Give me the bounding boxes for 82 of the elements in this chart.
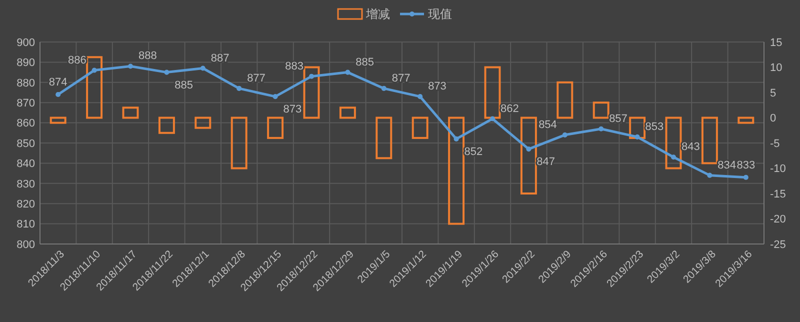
point (164, 70, 170, 75)
y2-tick-label: 15 (770, 36, 782, 49)
point (56, 92, 61, 98)
data-label: 834 (718, 159, 736, 172)
y-tick-label: 860 (16, 118, 35, 130)
bar (50, 116, 66, 124)
data-label: 874 (48, 76, 68, 89)
data-label: 847 (536, 156, 556, 168)
data-label: 886 (68, 54, 86, 66)
bar (122, 106, 139, 119)
bar (194, 116, 212, 129)
bar (376, 116, 392, 160)
bar (629, 116, 646, 139)
bar (339, 106, 356, 119)
bar (448, 116, 465, 225)
data-label: 873 (283, 104, 302, 116)
y2-tick-label: -15 (770, 188, 786, 200)
point (490, 116, 496, 122)
point (743, 174, 748, 180)
y-tick-label: 900 (16, 36, 35, 49)
point (308, 74, 314, 79)
point (418, 94, 423, 100)
y2-tick-label: -20 (770, 214, 786, 226)
bar (738, 116, 754, 124)
data-label: 862 (500, 102, 519, 115)
bar (158, 116, 175, 134)
data-label: 888 (138, 50, 157, 62)
legend-label: 现值 (428, 7, 452, 22)
point (526, 146, 532, 152)
bar (520, 116, 537, 194)
point (92, 68, 97, 73)
data-label: 885 (356, 56, 374, 68)
data-label: 833 (736, 159, 756, 172)
y-tick-label: 810 (16, 218, 35, 231)
y-tick-label: 870 (16, 97, 35, 110)
y2-tick-label: 5 (770, 87, 776, 100)
data-label: 883 (285, 60, 304, 72)
data-label: 843 (681, 141, 700, 154)
y-tick-label: 890 (16, 57, 35, 70)
legend-label: 增减 (365, 7, 390, 22)
data-label: 873 (428, 80, 446, 93)
data-label: 857 (609, 112, 628, 125)
data-label: 877 (392, 72, 410, 84)
bar (484, 66, 501, 119)
point (707, 172, 712, 178)
point (345, 70, 350, 75)
point (272, 94, 278, 100)
bar (303, 66, 320, 119)
bar (592, 102, 610, 119)
point (236, 86, 242, 91)
data-label: 887 (210, 52, 230, 64)
y-tick-label: 800 (16, 238, 35, 251)
y-tick-label: 850 (16, 138, 35, 150)
y2-tick-label: -10 (770, 163, 786, 176)
y-tick-label: 880 (16, 77, 35, 90)
data-label: 854 (538, 118, 557, 131)
bar (556, 81, 574, 119)
data-label: 877 (247, 72, 266, 84)
bar (230, 116, 248, 170)
bar (86, 56, 103, 119)
data-label: 885 (174, 79, 194, 92)
y2-tick-label: 0 (770, 112, 776, 125)
y-tick-label: 830 (16, 178, 35, 190)
point (562, 132, 568, 138)
point (128, 64, 134, 69)
bar (412, 116, 428, 139)
point (598, 126, 604, 132)
bar (267, 116, 284, 139)
y-tick-label: 820 (16, 198, 35, 210)
bar (665, 116, 682, 170)
point (381, 86, 386, 91)
data-label: 852 (464, 146, 483, 158)
bar (701, 116, 718, 164)
point (200, 66, 206, 71)
point (634, 134, 640, 140)
y-tick-label: 840 (16, 158, 35, 170)
y2-tick-label: 10 (770, 62, 782, 74)
point (670, 154, 676, 160)
y2-tick-label: -25 (770, 238, 786, 251)
y2-tick-label: -5 (770, 138, 780, 150)
data-label: 853 (645, 120, 664, 133)
point (454, 136, 459, 142)
